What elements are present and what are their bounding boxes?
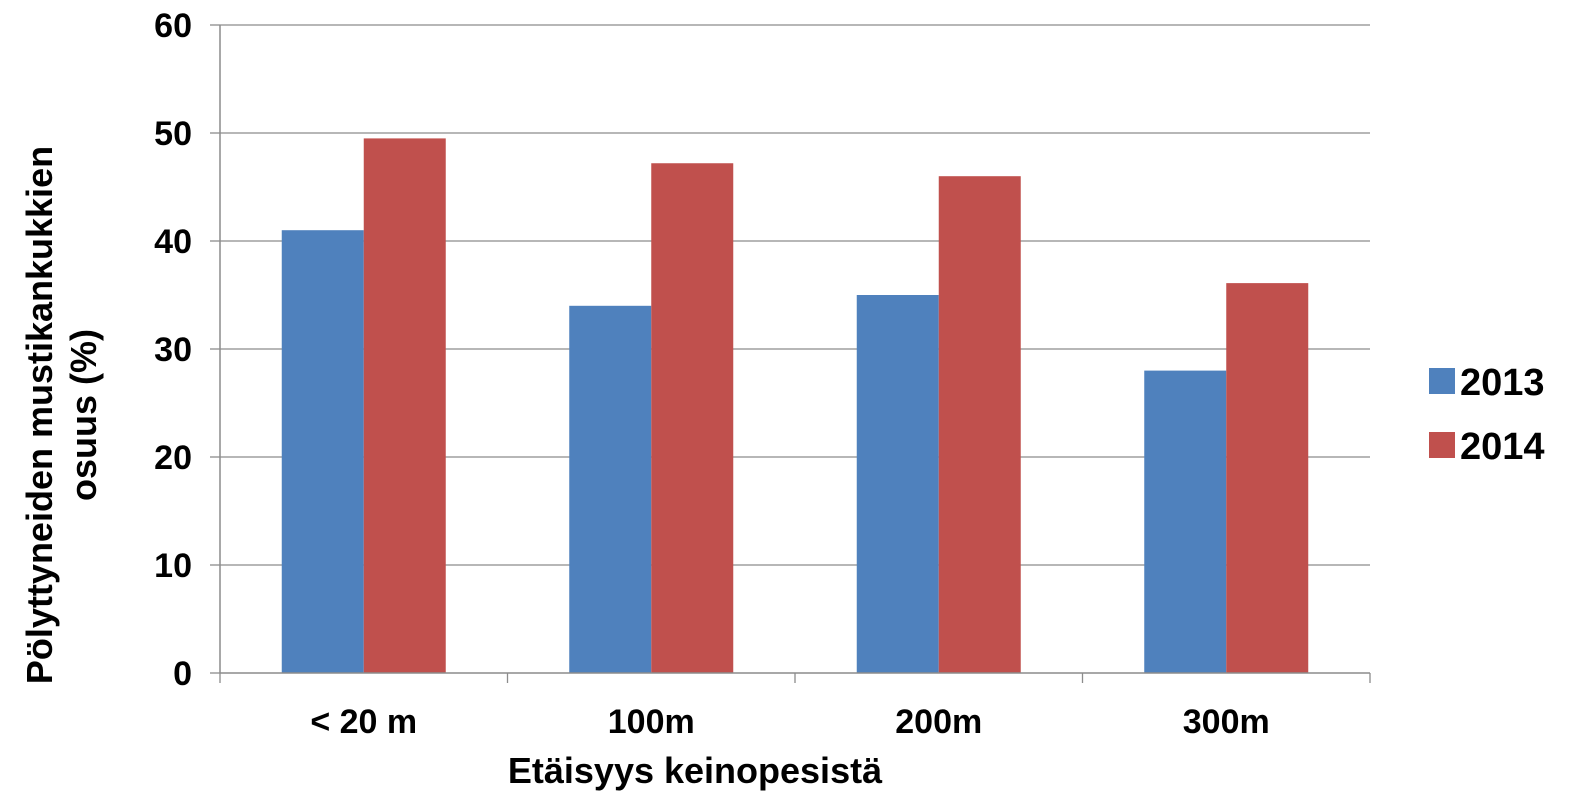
legend-swatch-2013 — [1429, 368, 1455, 394]
legend-label-2014: 2014 — [1460, 426, 1545, 468]
y-tick-label-60: 60 — [154, 7, 192, 45]
y-axis-title-line-2: osuus (%) — [63, 329, 104, 501]
y-tick-label-10: 10 — [154, 547, 192, 585]
y-tick-labels: 0 10 20 30 40 50 60 — [154, 7, 192, 693]
y-tick-label-0: 0 — [173, 655, 192, 693]
legend-swatch-2014 — [1429, 432, 1455, 458]
x-category-label-2: 100m — [608, 703, 695, 741]
bar-2013-2 — [569, 305, 652, 673]
y-tick-label-50: 50 — [154, 115, 192, 153]
x-category-label-3: 200m — [895, 703, 982, 741]
legend: 2013 2014 — [1429, 362, 1545, 468]
bar-2013-4 — [1144, 370, 1227, 673]
bar-2014-4 — [1226, 283, 1309, 673]
x-category-labels: < 20 m 100m 200m 300m — [310, 703, 1269, 741]
x-category-label-4: 300m — [1183, 703, 1270, 741]
axes — [210, 24, 1371, 683]
bar-2014-2 — [651, 163, 734, 674]
bar-2014-1 — [363, 138, 446, 673]
bar-2013-1 — [281, 230, 364, 673]
y-tick-label-40: 40 — [154, 223, 192, 261]
y-axis-title-line-1: Pölyttyneiden mustikankukkien — [19, 146, 60, 684]
y-tick-label-30: 30 — [154, 331, 192, 369]
legend-label-2013: 2013 — [1460, 362, 1545, 404]
bar-2013-3 — [856, 295, 939, 673]
bars — [281, 138, 1309, 674]
y-tick-label-20: 20 — [154, 439, 192, 477]
x-category-label-1: < 20 m — [310, 703, 417, 741]
bar-2014-3 — [938, 176, 1021, 673]
y-axis-title: Pölyttyneiden mustikankukkien osuus (%) — [19, 146, 104, 684]
x-axis-title: Etäisyys keinopesistä — [508, 750, 883, 791]
